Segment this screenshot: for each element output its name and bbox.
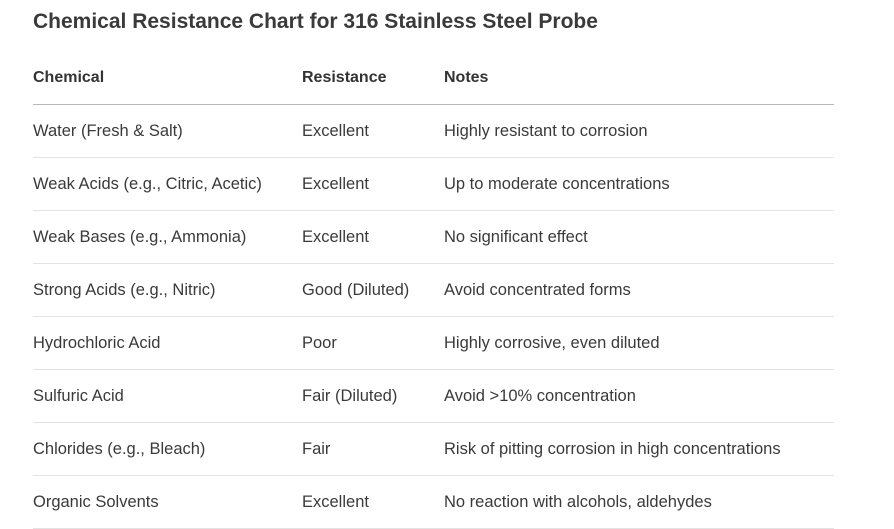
column-header-notes: Notes <box>444 52 834 105</box>
table-row: Chlorides (e.g., Bleach) Fair Risk of pi… <box>33 422 834 476</box>
table-row: Sulfuric Acid Fair (Diluted) Avoid >10% … <box>33 369 834 423</box>
page-title: Chemical Resistance Chart for 316 Stainl… <box>33 10 598 33</box>
column-header-resistance: Resistance <box>302 52 444 105</box>
table-row: Water (Fresh & Salt) Excellent Highly re… <box>33 104 834 158</box>
cell-notes: No significant effect <box>444 210 834 264</box>
cell-notes: Highly resistant to corrosion <box>444 104 834 158</box>
cell-resistance: Fair <box>302 422 444 476</box>
cell-resistance: Excellent <box>302 104 444 158</box>
cell-chemical: Hydrochloric Acid <box>33 316 302 370</box>
cell-chemical: Chlorides (e.g., Bleach) <box>33 422 302 476</box>
table-row: Weak Acids (e.g., Citric, Acetic) Excell… <box>33 157 834 211</box>
cell-chemical: Organic Solvents <box>33 475 302 529</box>
cell-notes: Up to moderate concentrations <box>444 157 834 211</box>
table-header-row: Chemical Resistance Notes <box>33 52 834 105</box>
cell-notes: Avoid >10% concentration <box>444 369 834 423</box>
table-row: Weak Bases (e.g., Ammonia) Excellent No … <box>33 210 834 264</box>
cell-chemical: Strong Acids (e.g., Nitric) <box>33 263 302 317</box>
cell-resistance: Excellent <box>302 475 444 529</box>
table-row: Organic Solvents Excellent No reaction w… <box>33 475 834 529</box>
cell-chemical: Water (Fresh & Salt) <box>33 104 302 158</box>
cell-notes: No reaction with alcohols, aldehydes <box>444 475 834 529</box>
cell-notes: Avoid concentrated forms <box>444 263 834 317</box>
cell-chemical: Weak Acids (e.g., Citric, Acetic) <box>33 157 302 211</box>
cell-resistance: Excellent <box>302 210 444 264</box>
cell-resistance: Poor <box>302 316 444 370</box>
cell-notes: Highly corrosive, even diluted <box>444 316 834 370</box>
table-row: Strong Acids (e.g., Nitric) Good (Dilute… <box>33 263 834 317</box>
cell-notes: Risk of pitting corrosion in high concen… <box>444 422 834 476</box>
chemical-resistance-table-container: Chemical Resistance Notes Water (Fresh &… <box>33 52 834 529</box>
column-header-chemical: Chemical <box>33 52 302 105</box>
cell-resistance: Fair (Diluted) <box>302 369 444 423</box>
cell-chemical: Weak Bases (e.g., Ammonia) <box>33 210 302 264</box>
cell-chemical: Sulfuric Acid <box>33 369 302 423</box>
chemical-resistance-table: Chemical Resistance Notes Water (Fresh &… <box>33 52 834 529</box>
cell-resistance: Excellent <box>302 157 444 211</box>
table-row: Hydrochloric Acid Poor Highly corrosive,… <box>33 316 834 370</box>
cell-resistance: Good (Diluted) <box>302 263 444 317</box>
